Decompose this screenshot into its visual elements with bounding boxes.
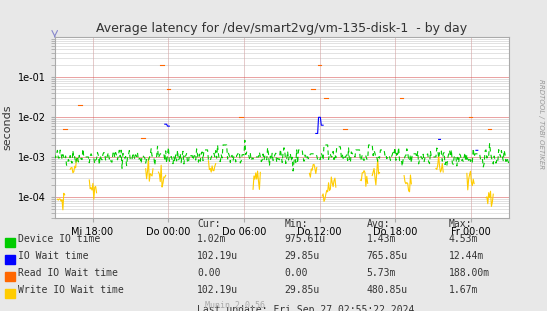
Text: 12.44m: 12.44m (449, 251, 484, 261)
Text: 188.00m: 188.00m (449, 268, 490, 278)
Text: 29.85u: 29.85u (284, 285, 319, 295)
Text: 765.85u: 765.85u (366, 251, 408, 261)
Text: 102.19u: 102.19u (197, 251, 238, 261)
Text: 29.85u: 29.85u (284, 251, 319, 261)
Text: Last update: Fri Sep 27 02:55:22 2024: Last update: Fri Sep 27 02:55:22 2024 (197, 304, 414, 311)
Y-axis label: seconds: seconds (2, 105, 12, 150)
Text: 5.73m: 5.73m (366, 268, 396, 278)
Text: 975.61u: 975.61u (284, 234, 325, 244)
Text: 102.19u: 102.19u (197, 285, 238, 295)
Text: Cur:: Cur: (197, 219, 220, 229)
Title: Average latency for /dev/smart2vg/vm-135-disk-1  - by day: Average latency for /dev/smart2vg/vm-135… (96, 22, 467, 35)
Text: 1.02m: 1.02m (197, 234, 226, 244)
Text: IO Wait time: IO Wait time (18, 251, 88, 261)
Text: 0.00: 0.00 (284, 268, 308, 278)
Text: Read IO Wait time: Read IO Wait time (18, 268, 118, 278)
Text: Device IO time: Device IO time (18, 234, 100, 244)
Text: 0.00: 0.00 (197, 268, 220, 278)
Text: Munin 2.0.56: Munin 2.0.56 (205, 301, 265, 310)
Text: Avg:: Avg: (366, 219, 390, 229)
Text: Min:: Min: (284, 219, 308, 229)
Text: 4.53m: 4.53m (449, 234, 478, 244)
Text: Write IO Wait time: Write IO Wait time (18, 285, 123, 295)
Text: 1.67m: 1.67m (449, 285, 478, 295)
Text: 480.85u: 480.85u (366, 285, 408, 295)
Text: Max:: Max: (449, 219, 472, 229)
Text: 1.43m: 1.43m (366, 234, 396, 244)
Text: RRDTOOL / TOBI OETIKER: RRDTOOL / TOBI OETIKER (538, 79, 544, 169)
